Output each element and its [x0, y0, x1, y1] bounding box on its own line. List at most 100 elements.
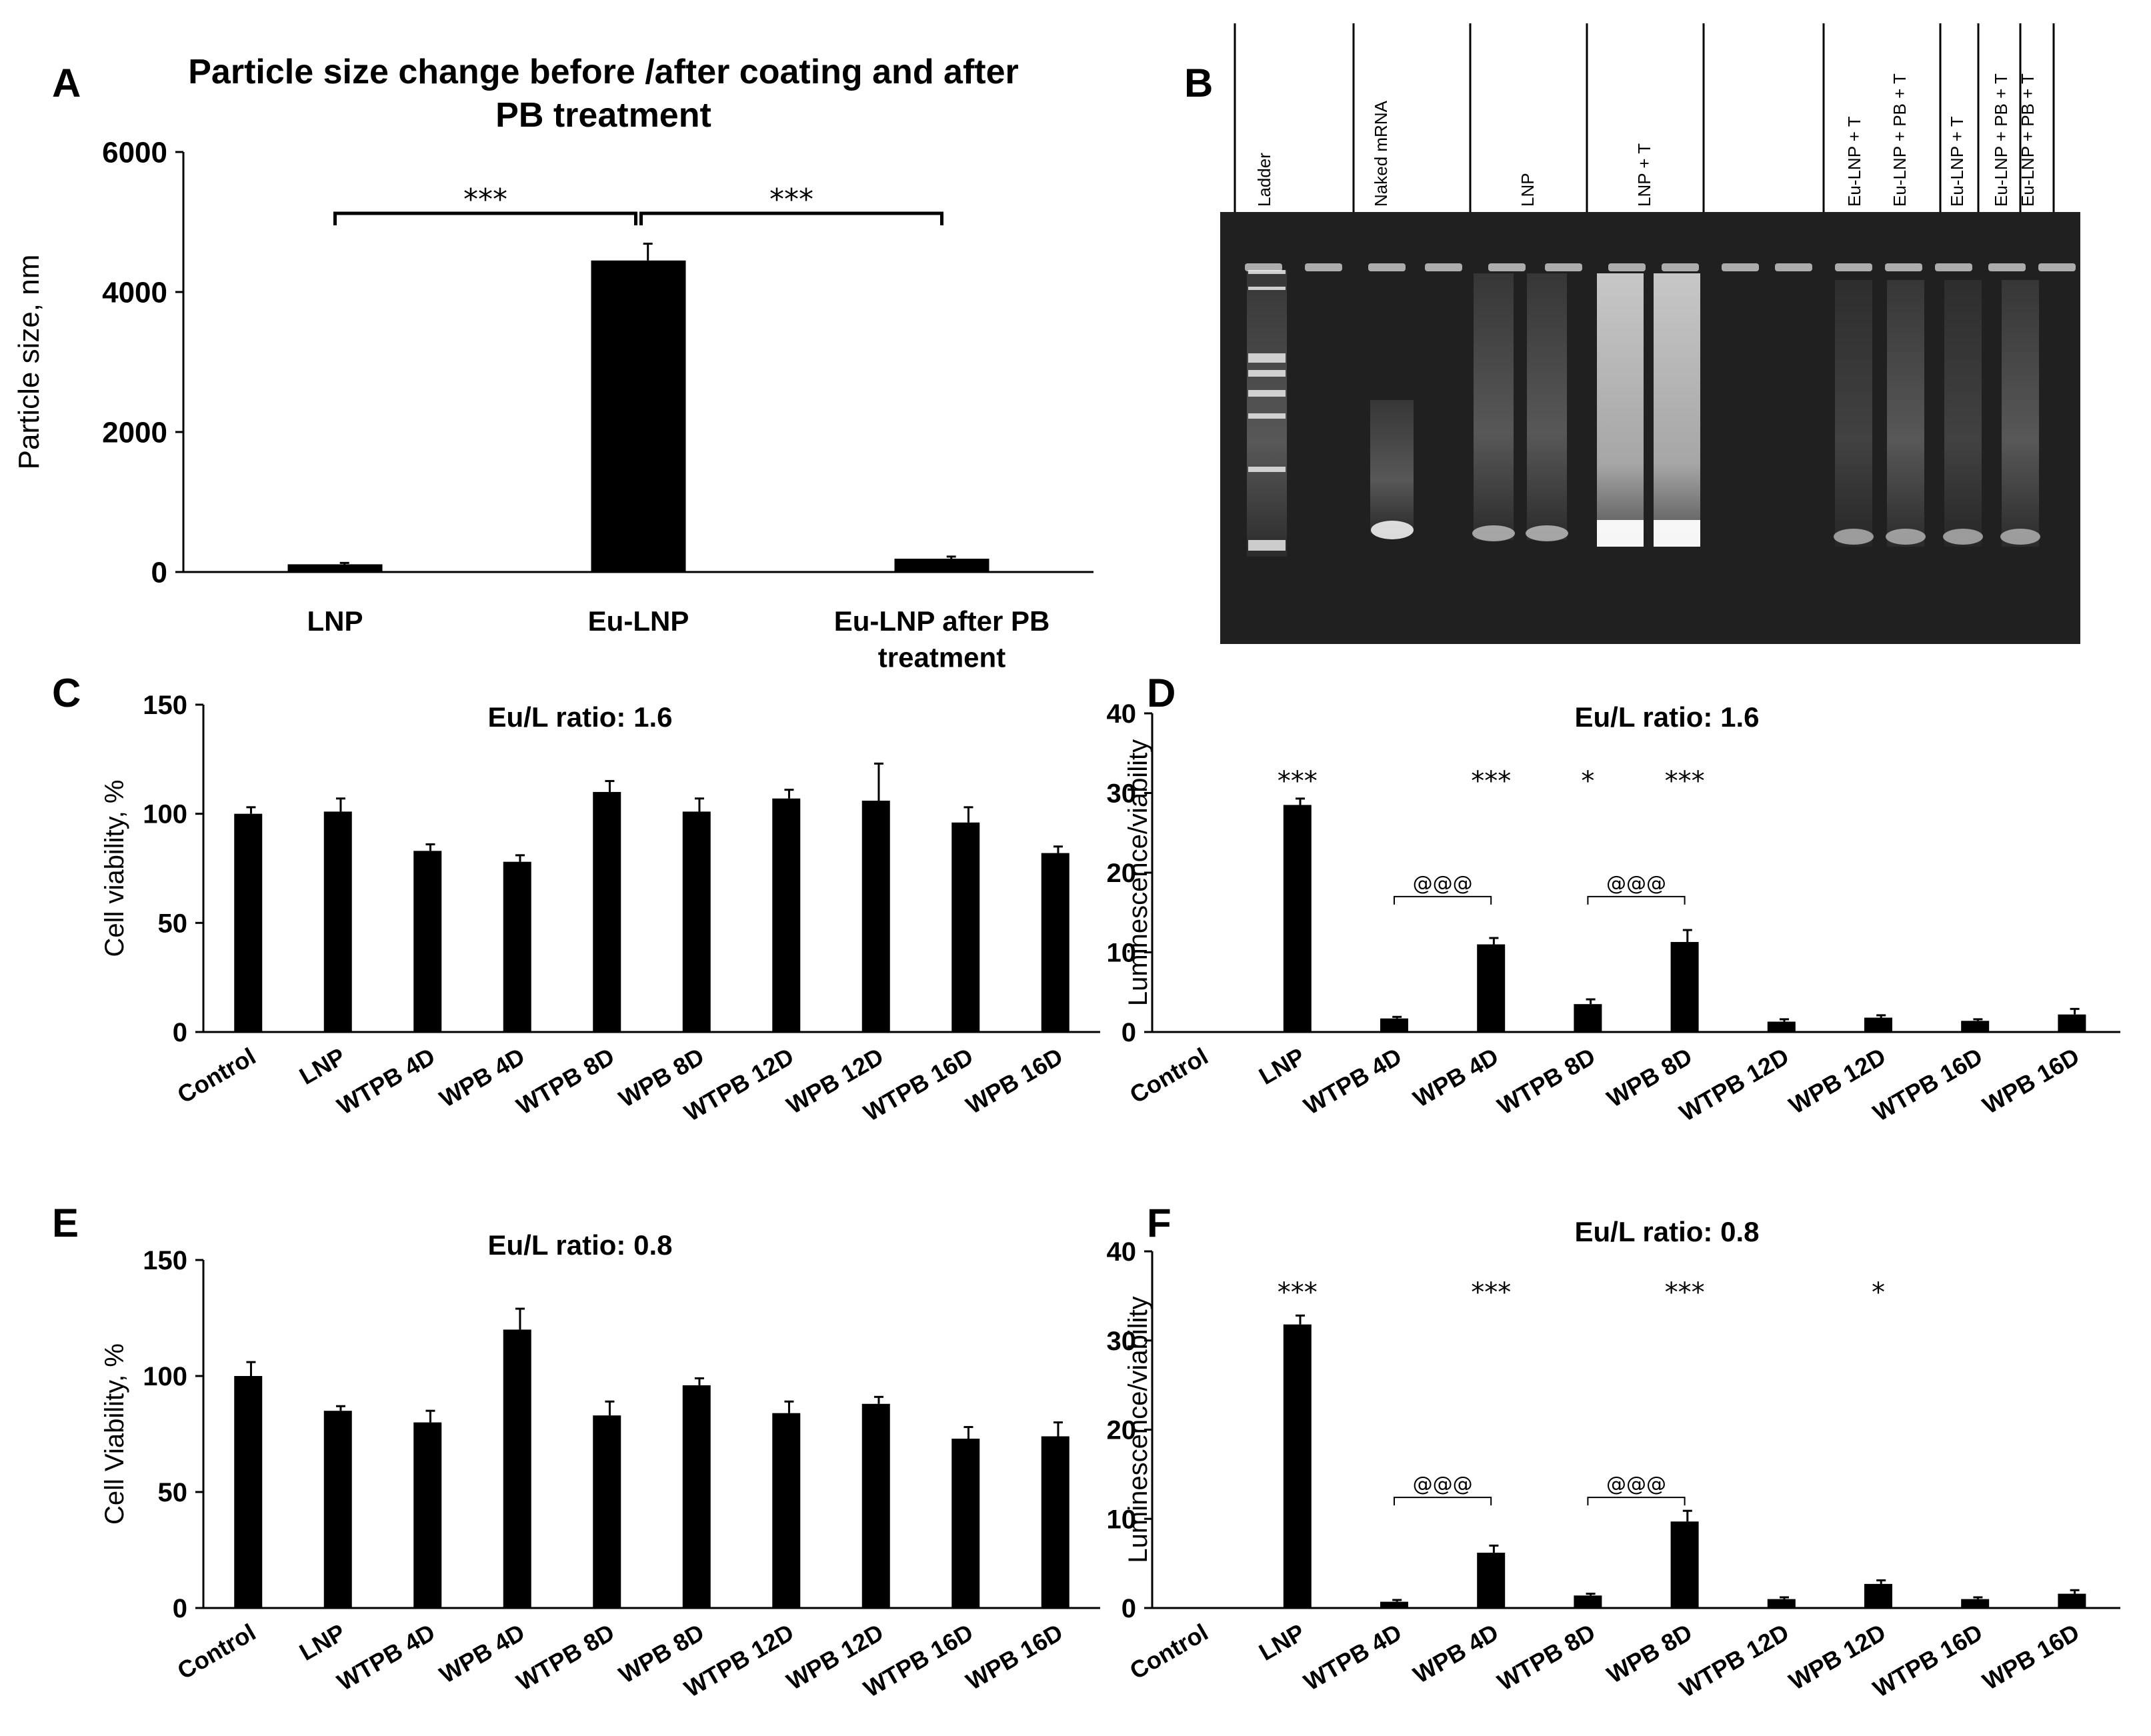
gel-well — [1988, 263, 2026, 271]
x-tick-label: WPB 16D — [1978, 1618, 2084, 1695]
ladder-band — [1248, 370, 1286, 377]
ladder-band — [1248, 540, 1286, 551]
lnp-band — [1472, 525, 1515, 541]
chart-title: Eu/L ratio: 0.8 — [1575, 1216, 1760, 1247]
bar-wpb-8d — [682, 811, 711, 1032]
comparison-bracket — [1394, 895, 1492, 905]
x-tick-label: WTPB 8D — [1493, 1618, 1600, 1696]
x-tick-label: WTPB 4D — [1299, 1042, 1406, 1120]
bar-wtpb-4d — [413, 1422, 442, 1608]
bar-wpb-8d — [682, 1385, 711, 1608]
x-tick-label: LNP — [295, 1042, 350, 1090]
y-tick-label: 40 — [1107, 699, 1137, 729]
bar-lnp — [1283, 805, 1312, 1032]
x-tick-label: treatment — [878, 642, 1005, 673]
y-tick-label: 0 — [151, 556, 167, 589]
y-tick-label: 50 — [158, 909, 188, 938]
eu-lnp-band — [2000, 529, 2040, 545]
bar-wtpb-16d — [951, 822, 980, 1032]
bar-wtpb-8d — [593, 1415, 621, 1608]
y-tick-label: 0 — [173, 1018, 187, 1047]
significance-label: *** — [463, 183, 507, 217]
bar-eu-lnp-after-pb-treatment — [894, 559, 989, 572]
gel-lane-label: Eu-LNP + T — [1947, 116, 1967, 207]
significance-bracket — [333, 211, 637, 225]
y-tick-label: 0 — [1122, 1018, 1136, 1047]
y-tick-label: 2000 — [102, 416, 167, 449]
panel-label-b: B — [1184, 61, 1213, 105]
bar-wtpb-12d — [1767, 1599, 1796, 1608]
bar-wpb-4d — [503, 861, 531, 1032]
lnp-smear — [1474, 273, 1514, 540]
gel-lane-label: LNP — [1518, 173, 1538, 207]
chart-title: PB treatment — [495, 96, 711, 135]
bar-wtpb-12d — [772, 1413, 801, 1608]
comparison-label: @@@ — [1606, 872, 1666, 895]
x-tick-label: LNP — [307, 605, 363, 637]
chart-e: 0 50 100 150 Cell Viability, % Eu/L ratio: 0.… — [100, 1229, 1100, 1703]
lnp-band — [1526, 525, 1568, 541]
ladder-band — [1248, 413, 1286, 419]
x-tick-label: WPB 16D — [961, 1618, 1067, 1695]
eu-lnp-band — [1834, 529, 1874, 545]
gel-well — [1545, 263, 1582, 271]
gel-well — [1425, 263, 1462, 271]
y-tick-label: 0 — [1122, 1594, 1136, 1623]
gel-background — [1220, 212, 2080, 644]
gel-well — [1245, 263, 1282, 271]
significance-star: * — [1872, 1277, 1885, 1308]
bar-wtpb-16d — [1961, 1599, 1990, 1608]
ladder-band — [1248, 287, 1286, 290]
significance-star: *** — [1278, 1277, 1318, 1308]
x-tick-label: WTPB 4D — [1299, 1618, 1406, 1696]
chart-a: 0 2000 4000 6000 Particle size, nm Particle s… — [13, 53, 1094, 673]
gel-well — [2038, 263, 2076, 271]
y-axis-label: Luminescence/viability — [1124, 1296, 1153, 1563]
gel-lane-label: Eu-LNP + PB + T — [1991, 73, 2011, 207]
eu-lnp-smear — [1944, 280, 1982, 547]
lnp-t-band — [1654, 520, 1700, 547]
y-tick-label: 150 — [143, 691, 187, 720]
gel-lane-label: LNP + T — [1634, 143, 1654, 207]
ladder-band — [1248, 270, 1286, 274]
bar-wtpb-8d — [1574, 1595, 1602, 1608]
x-tick-label: WTPB 8D — [511, 1618, 619, 1696]
x-tick-label: Control — [1125, 1618, 1212, 1684]
panel-label-e: E — [52, 1201, 79, 1245]
chart-title: Eu/L ratio: 0.8 — [488, 1229, 673, 1261]
comparison-bracket — [1587, 895, 1686, 905]
bar-wtpb-8d — [1574, 1004, 1602, 1032]
bar-wtpb-12d — [1767, 1021, 1796, 1032]
gel-well — [1368, 263, 1406, 271]
lnp-t-smear — [1654, 273, 1700, 547]
comparison-label: @@@ — [1413, 1473, 1473, 1496]
bar-wpb-4d — [503, 1329, 531, 1608]
panel-label-f: F — [1147, 1201, 1172, 1245]
comparison-bracket — [1394, 1497, 1492, 1506]
gel-well — [1885, 263, 1922, 271]
x-tick-label: LNP — [295, 1618, 350, 1666]
x-tick-label: WTPB 8D — [511, 1042, 619, 1120]
bar-wpb-16d — [2058, 1593, 2086, 1608]
y-axis-label: Luminescence/viability — [1124, 739, 1153, 1006]
gel-lane-label: Naked mRNA — [1371, 100, 1391, 207]
gel-well — [1775, 263, 1812, 271]
bar-wtpb-16d — [1961, 1021, 1990, 1032]
x-tick-label: Control — [173, 1618, 260, 1684]
chart-d: 0 10 20 30 40 Luminescence/viability Eu/L rati… — [1107, 699, 2120, 1127]
gel-well — [1722, 263, 1759, 271]
gel-well — [1608, 263, 1646, 271]
bar-lnp — [323, 1411, 352, 1608]
bar-wpb-4d — [1477, 944, 1506, 1032]
mrna-smear — [1370, 400, 1414, 533]
x-tick-label: LNP — [1254, 1618, 1310, 1666]
ladder-band — [1248, 390, 1286, 397]
ladder-band — [1248, 353, 1286, 363]
y-tick-label: 100 — [143, 800, 187, 829]
y-tick-label: 20 — [1107, 1416, 1137, 1445]
bar-wtpb-12d — [772, 798, 801, 1032]
lnp-t-smear — [1597, 273, 1644, 547]
bar-wpb-12d — [861, 1403, 890, 1608]
y-tick-label: 30 — [1107, 779, 1137, 809]
panel-label-d: D — [1147, 671, 1176, 715]
